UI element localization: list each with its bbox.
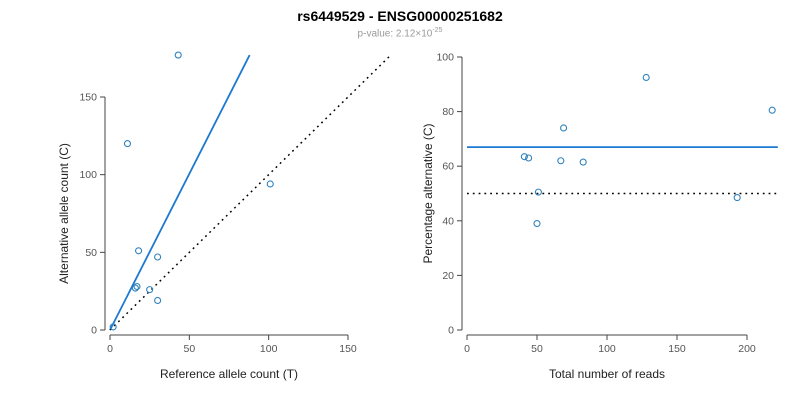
data-point [579,158,587,166]
x-tick-label: 50 [531,343,543,355]
x-axis-title: Reference allele count (T) [160,367,298,381]
data-point [174,51,182,59]
right-scatter-plot: 0 50 100 150 200 0 20 40 60 80 100 Total number of … [421,52,778,381]
data-point [642,73,650,82]
left-scatter-plot: 0 50 100 150 0 50 100 150 Reference allele count… [57,51,390,381]
y-tick-label: 50 [85,247,97,259]
y-tick-label: 80 [442,106,454,118]
chart-header: rs6449529 - ENSG00000251682 p-value: 2.1… [0,8,800,39]
data-point [154,296,162,305]
data-point [131,284,139,292]
y-tick-label: 100 [436,52,454,64]
x-tick-label: 100 [260,343,278,355]
data-point [133,282,141,291]
data-point [266,180,274,188]
y-tick-label: 60 [442,161,454,173]
data-point [768,106,776,114]
data-point [154,253,162,261]
y-tick-label: 0 [448,325,454,337]
x-tick-label: 150 [339,343,357,355]
x-tick-label: 200 [738,343,756,355]
identity-line [109,56,390,331]
y-tick-label: 20 [442,270,454,282]
x-tick-label: 100 [598,343,616,355]
data-point [733,194,741,202]
data-point [123,140,132,148]
data-point [533,219,541,228]
y-axis-title: Alternative allele count (C) [57,143,71,284]
chart-subtitle: p-value: 2.12×10-25 [0,27,800,39]
data-point [146,286,154,294]
data-point [135,247,143,255]
data-point [109,323,117,331]
x-tick-label: 0 [107,343,113,355]
data-point [560,124,568,132]
y-axis-title: Percentage alternative (C) [421,123,435,263]
regression-line [109,54,251,331]
y-tick-label: 150 [79,92,97,104]
y-tick-label: 40 [442,215,454,227]
data-point [557,157,565,165]
x-tick-label: 0 [464,343,470,355]
x-tick-label: 150 [668,343,686,355]
pvalue-text: p-value: 2.12×10 [357,28,433,40]
x-axis-title: Total number of reads [549,367,665,381]
data-point [520,153,528,161]
data-point [525,154,533,162]
y-tick-label: 0 [91,325,97,337]
x-tick-label: 50 [183,343,195,355]
data-point [534,188,542,196]
plots-row: 0 50 100 150 0 50 100 150 Reference allele count… [0,45,800,400]
chart-title: rs6449529 - ENSG00000251682 [297,8,503,24]
y-tick-label: 100 [79,169,97,181]
pvalue-exponent: -25 [432,27,443,34]
